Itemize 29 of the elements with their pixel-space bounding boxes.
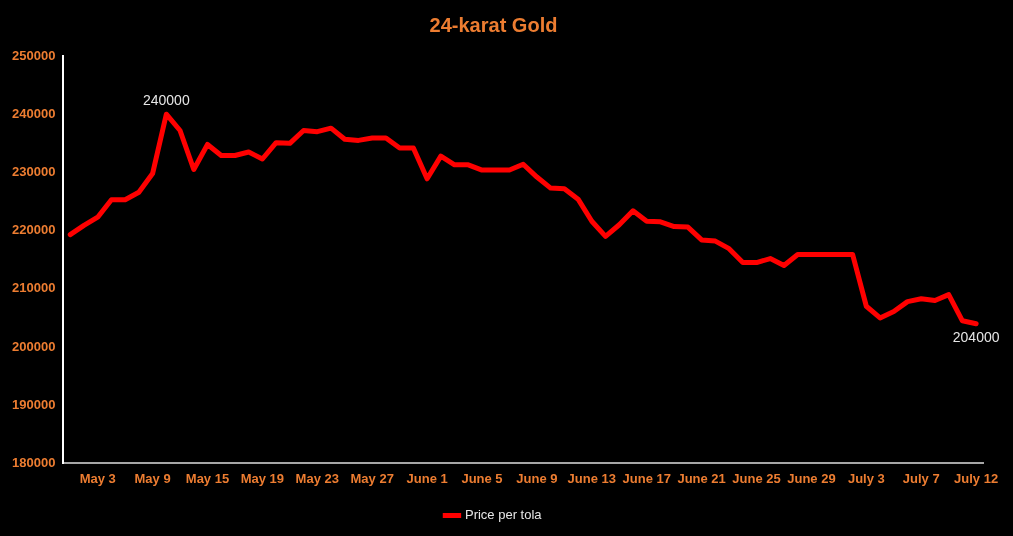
x-tick-label: July 12 [954,470,999,486]
x-tick-label: June 13 [567,470,617,486]
y-tick-label: 180000 [11,454,56,470]
chart-title: 24-karat Gold [429,13,558,36]
x-tick-label: July 3 [847,470,885,486]
x-tick-label: May 19 [240,470,285,486]
x-tick-label: May 15 [185,470,230,486]
x-tick-label: May 3 [79,470,116,486]
data-label: 204000 [952,328,1000,345]
y-tick-label: 240000 [11,105,56,121]
x-tick-label: May 27 [350,470,394,486]
x-tick-label: June 21 [677,470,726,486]
x-tick-label: May 23 [295,470,339,486]
x-tick-label: June 29 [787,470,836,486]
x-tick-label: June 9 [516,470,558,486]
x-tick-label: May 9 [134,470,171,486]
x-tick-label: July 7 [902,470,940,486]
legend-label: Price per tola [464,507,543,523]
y-tick-label: 250000 [11,47,56,63]
x-tick-label: June 25 [732,470,781,486]
y-tick-label: 190000 [11,396,56,412]
y-tick-label: 230000 [11,163,56,179]
x-tick-label: June 17 [622,470,671,486]
data-label: 240000 [142,92,190,109]
x-tick-label: June 5 [461,470,503,486]
x-tick-label: June 1 [406,470,448,486]
y-tick-label: 210000 [11,280,56,296]
y-tick-label: 200000 [11,338,56,354]
y-tick-label: 220000 [11,222,56,238]
